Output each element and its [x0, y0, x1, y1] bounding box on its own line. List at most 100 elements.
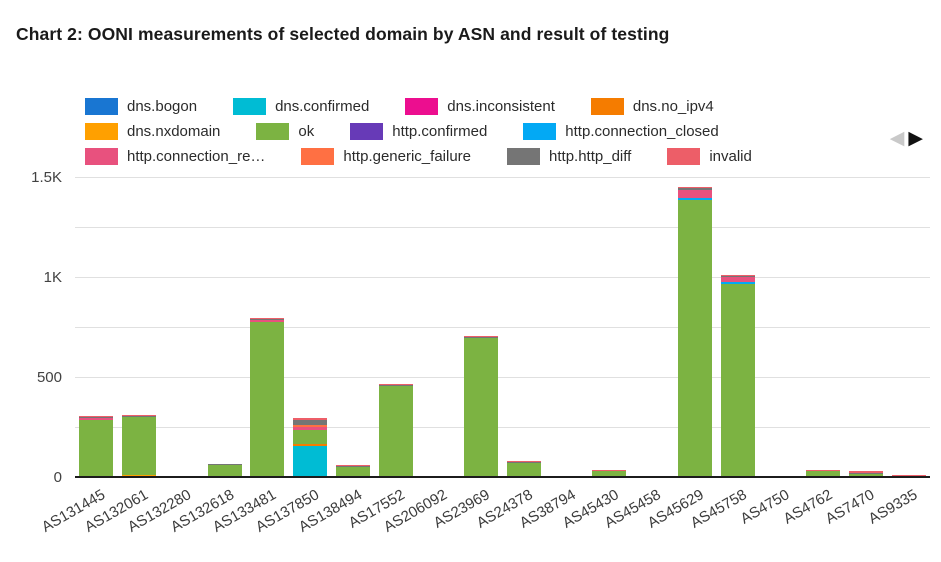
bar-segment-http-http-diff[interactable] [720, 276, 755, 278]
bar-segment-ok[interactable] [506, 462, 541, 477]
bar-segment-http-http-diff[interactable] [506, 462, 541, 463]
bar-segment-dns-confirmed[interactable] [293, 446, 328, 477]
bar-segment-ok[interactable] [720, 284, 755, 477]
x-axis-line [75, 476, 930, 478]
legend-label: ok [298, 123, 315, 140]
bar-segment-http-http-diff[interactable] [293, 419, 328, 425]
bar-segment-http-http-diff[interactable] [848, 472, 883, 474]
bar-segment-http-http-diff[interactable] [592, 470, 627, 472]
bar-segment-http-http-diff[interactable] [806, 470, 841, 472]
plot-area [75, 170, 930, 478]
y-tick-label: 1K [43, 269, 62, 286]
bar-segment-ok[interactable] [207, 465, 242, 477]
legend-item-dns-no-ipv4[interactable]: dns.no_ipv4 [590, 98, 714, 115]
bar-segment-ok[interactable] [335, 467, 370, 477]
bar-as132061[interactable] [122, 415, 157, 477]
bar-segment-http-generic-failure[interactable] [293, 424, 328, 427]
bar-segment-ok[interactable] [122, 417, 157, 476]
bar-segment-invalid[interactable] [79, 415, 114, 417]
legend-label: dns.no_ipv4 [632, 98, 714, 115]
bar-segment-dns-no-ipv4[interactable] [293, 443, 328, 446]
bar-segment-ok[interactable] [848, 474, 883, 477]
bar-segment-http-http-diff[interactable] [207, 464, 242, 465]
bar-segment-http-connection-re-[interactable] [677, 190, 712, 198]
bar-segment-invalid[interactable] [677, 186, 712, 189]
legend-item-http-http-diff[interactable]: http.http_diff [507, 148, 631, 165]
bar-segment-ok[interactable] [293, 429, 328, 444]
bar-segment-invalid[interactable] [848, 471, 883, 473]
bar-segment-invalid[interactable] [592, 469, 627, 471]
bar-segment-http-http-diff[interactable] [378, 385, 413, 386]
bar-segment-ok[interactable] [378, 386, 413, 477]
bar-segment-http-http-diff[interactable] [250, 319, 285, 320]
bar-segment-invalid[interactable] [464, 336, 499, 338]
y-tick-label: 500 [36, 369, 62, 386]
bar-segment-invalid[interactable] [378, 384, 413, 386]
legend-item-invalid[interactable]: invalid [667, 148, 752, 165]
bar-as132618[interactable] [207, 463, 242, 477]
legend-item-dns-inconsistent[interactable]: dns.inconsistent [405, 98, 555, 115]
legend-pagination: ◀ ▶ [890, 129, 923, 148]
bar-segment-http-connection-re-[interactable] [720, 277, 755, 283]
bar-as24378[interactable] [506, 461, 541, 477]
bar-segment-ok[interactable] [79, 420, 114, 477]
bar-segment-invalid[interactable] [207, 463, 242, 465]
gridline-1500 [75, 177, 930, 178]
bar-as17552[interactable] [378, 384, 413, 477]
bar-as7470[interactable] [848, 471, 883, 477]
bar-segment-http-http-diff[interactable] [79, 416, 114, 418]
legend-item-ok[interactable]: ok [256, 123, 314, 140]
gridline-1250 [75, 227, 930, 228]
legend-item-http-confirmed[interactable]: http.confirmed [350, 123, 487, 140]
bar-segment-ok[interactable] [806, 471, 841, 477]
legend-item-dns-nxdomain[interactable]: dns.nxdomain [85, 123, 220, 140]
legend-row: dns.nxdomain ok http.confirmed http.connect… [85, 123, 845, 140]
gridline-500 [75, 377, 930, 378]
bar-segment-invalid[interactable] [335, 465, 370, 467]
bar-segment-ok[interactable] [250, 322, 285, 477]
legend-item-dns-bogon[interactable]: dns.bogon [85, 98, 197, 115]
bar-as23969[interactable] [464, 336, 499, 477]
legend-swatch-icon [233, 98, 267, 115]
legend-swatch-icon [85, 123, 118, 140]
bar-as45430[interactable] [592, 469, 627, 477]
legend-label: dns.bogon [127, 98, 198, 115]
legend-item-http-connection-closed[interactable]: http.connection_closed [523, 123, 719, 140]
bar-segment-invalid[interactable] [720, 275, 755, 277]
legend-row: http.connection_re… http.generic_failure h… [85, 148, 845, 165]
bar-as131445[interactable] [79, 415, 114, 477]
bar-as138494[interactable] [335, 465, 370, 477]
bar-segment-http-connection-re-[interactable] [293, 426, 328, 430]
legend-next-arrow-icon[interactable]: ▶ [908, 128, 923, 149]
bar-segment-invalid[interactable] [506, 461, 541, 463]
bar-segment-http-http-diff[interactable] [677, 188, 712, 190]
legend-item-http-connection-re-[interactable]: http.connection_re… [85, 148, 265, 165]
bar-segment-http-http-diff[interactable] [335, 466, 370, 467]
legend-label: http.connection_closed [565, 123, 719, 140]
legend-label: http.connection_re… [127, 148, 266, 165]
bar-segment-http-http-diff[interactable] [464, 337, 499, 338]
legend-item-http-generic-failure[interactable]: http.generic_failure [301, 148, 471, 165]
legend-item-dns-confirmed[interactable]: dns.confirmed [233, 98, 369, 115]
bar-segment-invalid[interactable] [250, 318, 285, 320]
bar-segment-ok[interactable] [592, 471, 627, 477]
bar-segment-invalid[interactable] [891, 475, 926, 477]
bar-as45629[interactable] [677, 186, 712, 477]
bar-segment-http-http-diff[interactable] [122, 416, 157, 418]
bar-as45758[interactable] [720, 275, 755, 477]
bar-segment-http-connection-re-[interactable] [79, 417, 114, 420]
legend-prev-arrow-icon[interactable]: ◀ [889, 128, 905, 149]
bar-segment-invalid[interactable] [122, 415, 157, 417]
bar-segment-http-connection-closed[interactable] [720, 282, 755, 284]
bar-as137850[interactable] [293, 417, 328, 477]
bar-segment-ok[interactable] [464, 338, 499, 477]
bar-as4762[interactable] [806, 469, 841, 477]
gridline-250 [75, 427, 930, 428]
bar-segment-invalid[interactable] [806, 469, 841, 471]
bar-segment-ok[interactable] [677, 200, 712, 477]
bar-segment-invalid[interactable] [293, 417, 328, 420]
bar-segment-http-connection-re-[interactable] [250, 320, 285, 322]
bar-as133481[interactable] [250, 318, 285, 477]
bar-segment-http-connection-closed[interactable] [677, 198, 712, 200]
legend-row: dns.bogon dns.confirmed dns.inconsistent dn… [85, 98, 845, 115]
